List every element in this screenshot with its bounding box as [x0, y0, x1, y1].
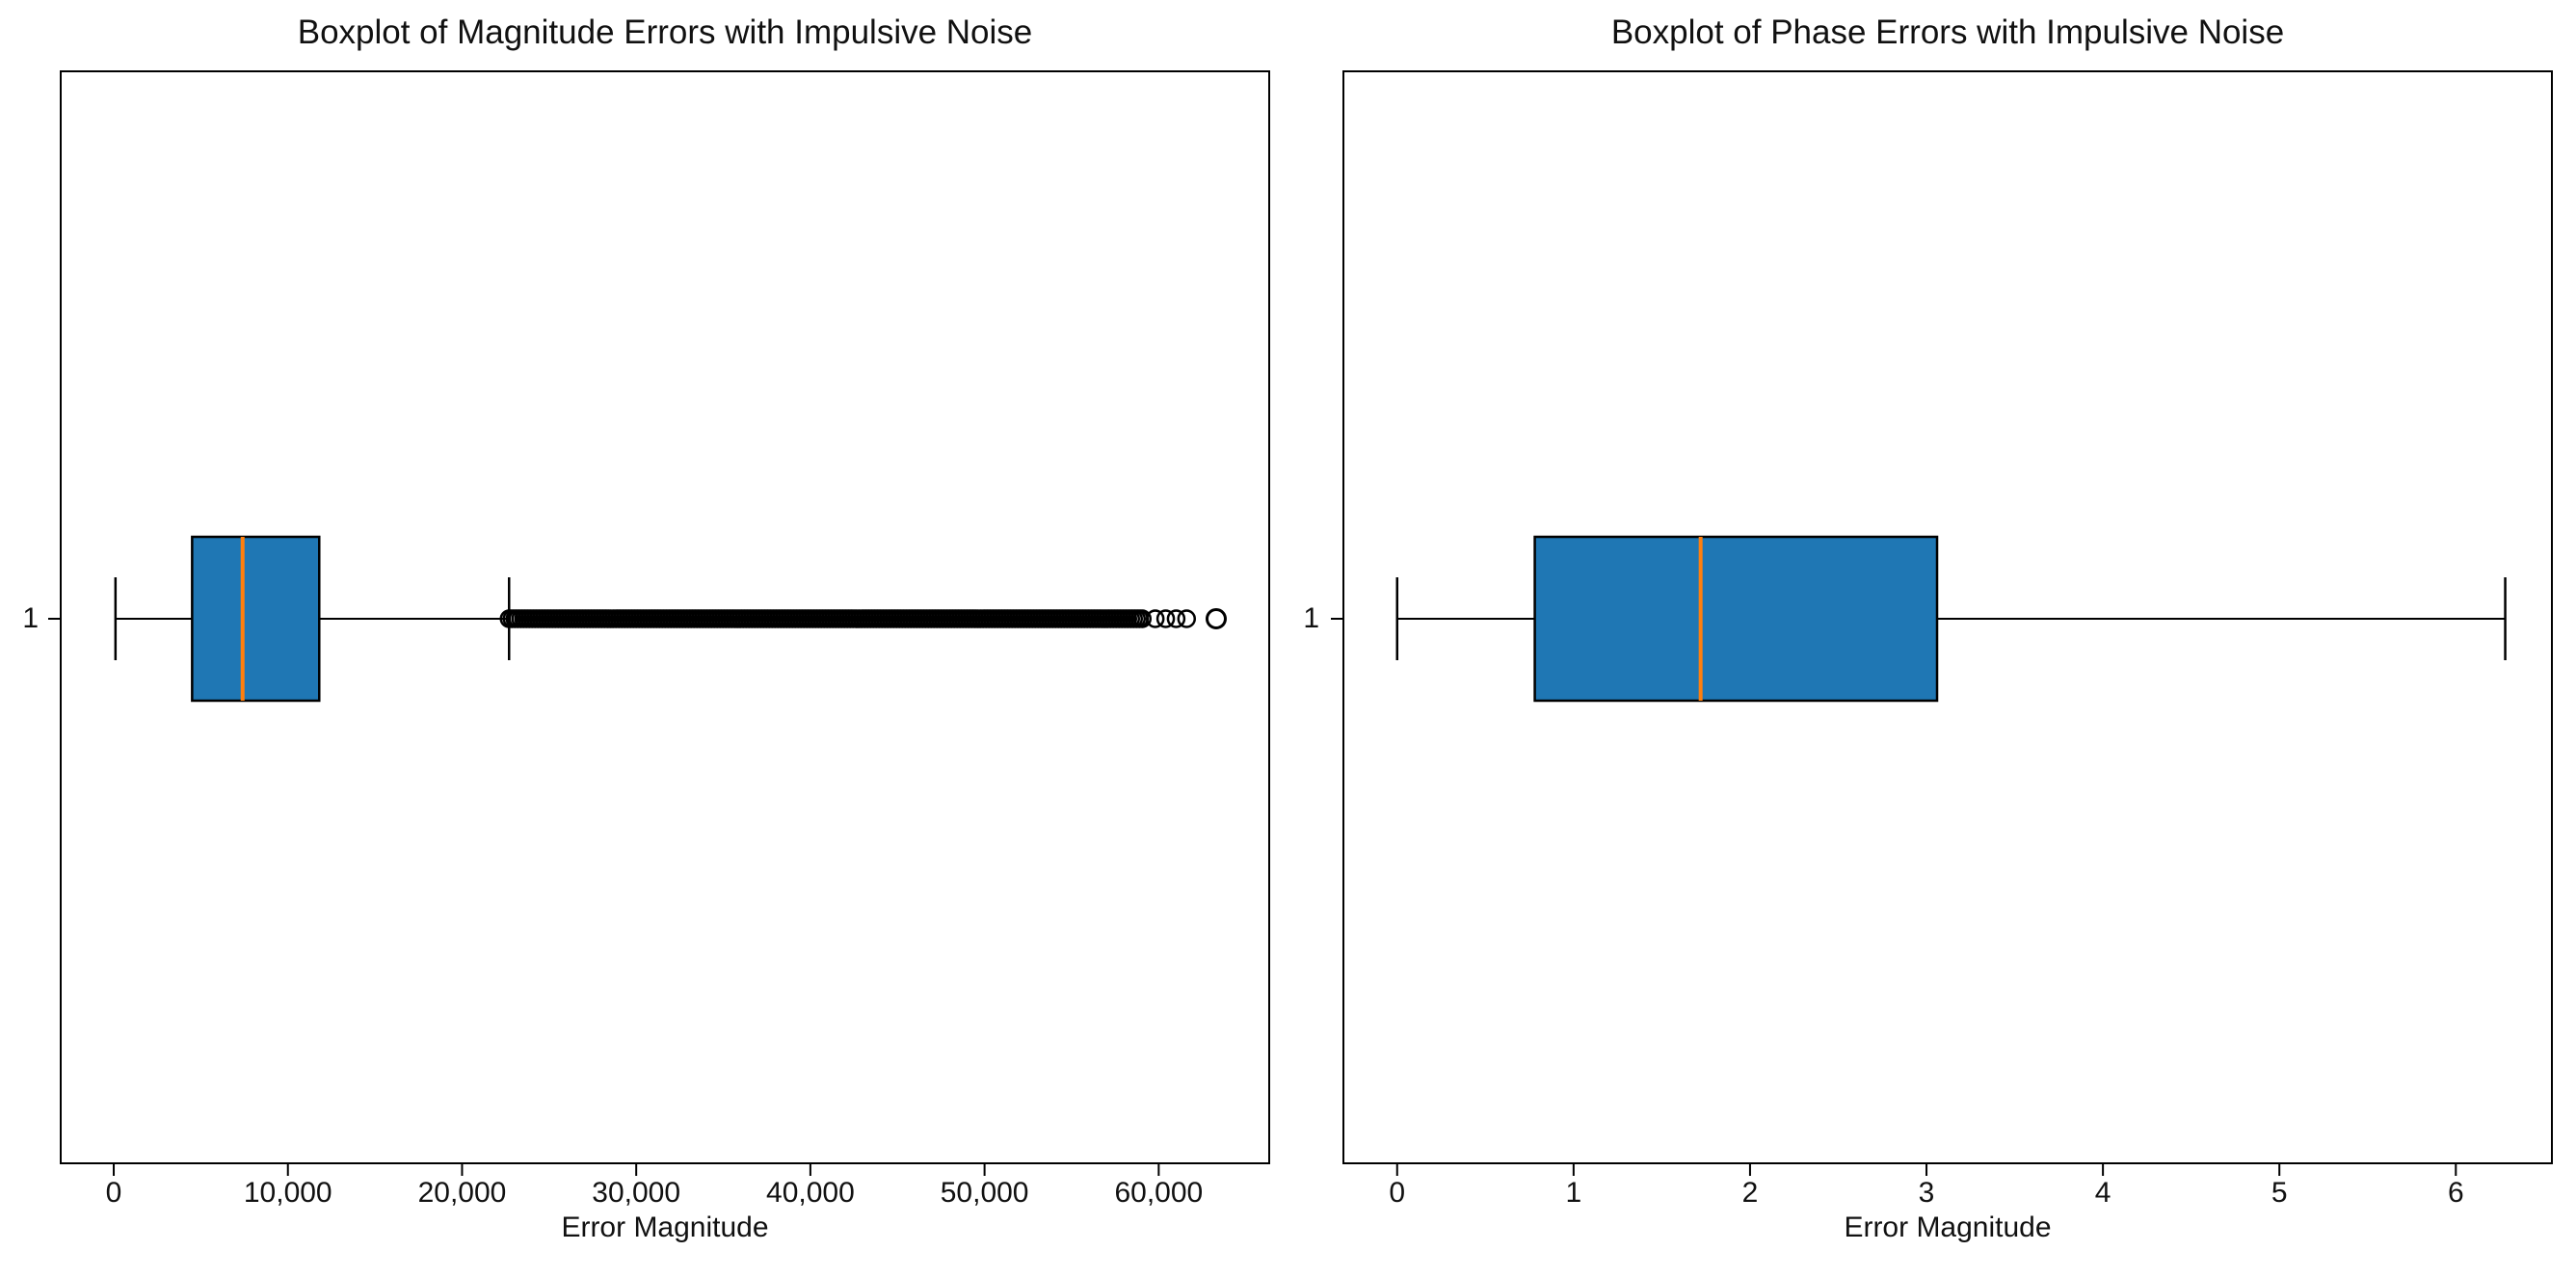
x-tick-label: 20,000: [418, 1177, 507, 1209]
x-tick-label: 5: [2271, 1177, 2288, 1209]
x-tick-label: 0: [1389, 1177, 1405, 1209]
x-tick-label: 60,000: [1114, 1177, 1203, 1209]
x-tick-label: 3: [1919, 1177, 1935, 1209]
x-tick-label: 0: [106, 1177, 122, 1209]
chart-title: Boxplot of Magnitude Errors with Impulsi…: [297, 13, 1033, 51]
x-tick-label: 6: [2448, 1177, 2464, 1209]
box-rect: [191, 535, 321, 703]
boxplot-canvas: 0 10,000 20,000 30,000 40,000 50,000 60,000: [48, 70, 1270, 1209]
plot-border: [1342, 70, 2553, 1164]
x-tick-label: 1: [1566, 1177, 1582, 1209]
boxplot-canvas: 0 1 2 3 4 5 6: [1331, 70, 2553, 1209]
outlier-point: [1177, 609, 1197, 628]
chart-title: Boxplot of Phase Errors with Impulsive N…: [1610, 13, 2285, 51]
plot-border: [60, 70, 1270, 1164]
outlier-point: [1132, 609, 1153, 628]
x-tick-label: 40,000: [766, 1177, 855, 1209]
outlier-point: [1145, 609, 1165, 628]
y-tick-label: 1: [22, 602, 39, 634]
x-axis-label: Error Magnitude: [561, 1211, 769, 1243]
outlier-point: [1155, 609, 1176, 628]
box-rect: [1533, 535, 1939, 703]
outlier-point: [1166, 609, 1186, 628]
plot-area: 0 1 2 3 4 5 6: [1331, 70, 2553, 1209]
x-tick-label: 30,000: [592, 1177, 680, 1209]
y-tick-label: 1: [1303, 602, 1319, 634]
x-tick-label: 10,000: [244, 1177, 332, 1209]
x-tick-label: 50,000: [941, 1177, 1029, 1209]
magnitude-errors-chart: Boxplot of Magnitude Errors with Impulsi…: [22, 13, 1270, 1243]
phase-errors-chart: Boxplot of Phase Errors with Impulsive N…: [1288, 0, 2576, 1278]
extreme-outlier-point: [1205, 608, 1227, 629]
x-tick-label: 4: [2095, 1177, 2111, 1209]
x-axis-label: Error Magnitude: [1844, 1211, 2052, 1243]
plot-area: 0 10,000 20,000 30,000 40,000 50,000 60,000: [48, 70, 1270, 1209]
x-tick-label: 2: [1742, 1177, 1759, 1209]
